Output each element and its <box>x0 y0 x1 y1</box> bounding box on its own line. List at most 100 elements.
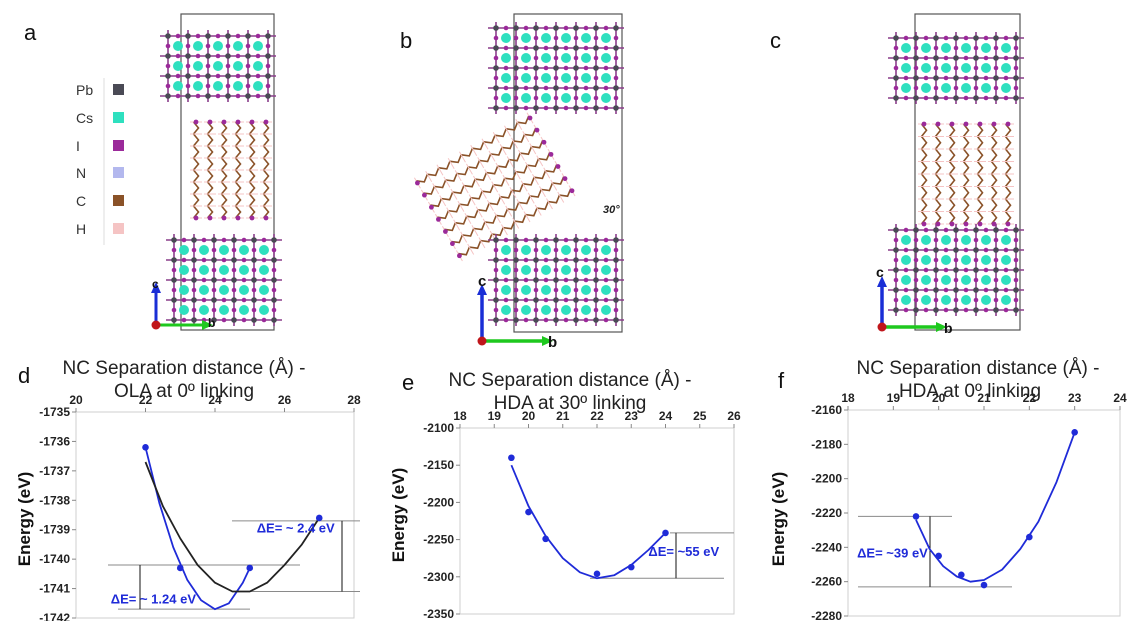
cs-atom <box>581 265 591 275</box>
i-atom <box>171 287 177 293</box>
legend-item: Pb <box>76 82 124 98</box>
ligand-end-atom <box>422 192 427 198</box>
i-atom <box>543 317 549 323</box>
pb-atom <box>1013 55 1019 61</box>
i-atom <box>613 55 619 61</box>
legend-item: I <box>76 138 124 154</box>
pb-atom <box>205 33 211 39</box>
i-atom <box>533 95 539 101</box>
data-point <box>246 564 254 572</box>
crystal-axes <box>477 284 553 346</box>
data-point <box>958 571 965 579</box>
i-atom <box>913 237 919 243</box>
i-atom <box>543 65 549 71</box>
hydrogen-bond <box>470 145 478 156</box>
pb-atom <box>973 307 979 313</box>
i-atom <box>201 277 207 283</box>
i-atom <box>613 95 619 101</box>
y-tick-label: -1735 <box>39 405 70 419</box>
i-atom <box>255 53 261 59</box>
ligand-chains <box>190 119 272 221</box>
hydrogen-bond <box>505 205 513 217</box>
cs-atom <box>981 275 991 285</box>
pb-atom <box>165 33 171 39</box>
i-atom <box>933 45 939 51</box>
x-tick-label: 26 <box>278 393 292 407</box>
cs-atom <box>193 61 203 71</box>
pb-atom <box>1013 307 1019 313</box>
i-atom <box>593 307 599 313</box>
i-atom <box>231 267 237 273</box>
data-point <box>593 570 601 578</box>
i-atom <box>943 267 949 273</box>
pb-atom <box>613 237 619 243</box>
pb-atom <box>893 267 899 273</box>
pb-atom <box>245 53 251 59</box>
ligand-end-atom <box>221 119 227 125</box>
legend-item: C <box>76 193 124 209</box>
pb-atom <box>271 297 277 303</box>
pb-atom <box>493 25 499 31</box>
pb-atom <box>933 287 939 293</box>
i-atom <box>543 277 549 283</box>
hydrogen-bond <box>459 151 466 163</box>
pb-atom <box>613 297 619 303</box>
cs-atom <box>219 245 229 255</box>
i-atom <box>1003 35 1009 41</box>
y-tick-label: -1736 <box>39 434 70 448</box>
i-atom <box>1003 227 1009 233</box>
i-atom <box>543 45 549 51</box>
pb-atom <box>973 247 979 253</box>
x-tick-label: 24 <box>208 393 222 407</box>
pb-atom <box>573 85 579 91</box>
cs-atom <box>901 63 911 73</box>
cs-atom <box>239 245 249 255</box>
hydrogen-bond <box>425 171 433 182</box>
i-atom <box>255 93 261 99</box>
i-atom <box>513 95 519 101</box>
pb-atom <box>513 85 519 91</box>
y-tick-label: -2350 <box>423 607 454 621</box>
pb-atom <box>913 95 919 101</box>
i-atom <box>523 297 529 303</box>
hydrogen-bond <box>475 206 483 218</box>
hydrogen-bond <box>466 163 473 175</box>
i-atom <box>933 65 939 71</box>
cs-atom <box>253 61 263 71</box>
i-atom <box>191 287 197 293</box>
legend-label-n: N <box>76 165 86 181</box>
data-point <box>1071 429 1078 436</box>
cs-atom <box>199 285 209 295</box>
pb-atom <box>171 317 177 323</box>
pb-atom <box>205 53 211 59</box>
cs-atom <box>561 53 571 63</box>
cs-atom <box>581 53 591 63</box>
i-atom <box>973 237 979 243</box>
i-atom <box>593 75 599 81</box>
cs-atom <box>179 245 189 255</box>
y-tick-label: -1740 <box>39 552 70 566</box>
chart-panel-d: NC Separation distance (Å) - OLA at 0º l… <box>15 358 361 621</box>
i-atom <box>241 317 247 323</box>
i-atom <box>201 257 207 263</box>
cs-atom <box>213 61 223 71</box>
pb-atom <box>573 277 579 283</box>
legend-swatch-n <box>113 167 124 178</box>
pb-atom <box>553 317 559 323</box>
i-atom <box>523 317 529 323</box>
pb-atom <box>613 277 619 283</box>
y-tick-label: -1739 <box>39 523 70 537</box>
i-atom <box>913 297 919 303</box>
pb-atom <box>513 317 519 323</box>
pb-atom <box>211 317 217 323</box>
i-atom <box>1013 277 1019 283</box>
i-atom <box>261 277 267 283</box>
pb-atom <box>251 257 257 263</box>
pb-atom <box>513 105 519 111</box>
i-atom <box>893 85 899 91</box>
pb-atom <box>245 93 251 99</box>
i-atom <box>613 307 619 313</box>
cs-atom <box>173 41 183 51</box>
pb-atom <box>171 297 177 303</box>
i-atom <box>973 65 979 71</box>
